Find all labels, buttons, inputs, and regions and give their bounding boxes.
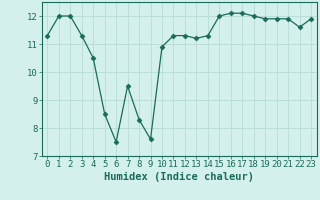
X-axis label: Humidex (Indice chaleur): Humidex (Indice chaleur)	[104, 172, 254, 182]
